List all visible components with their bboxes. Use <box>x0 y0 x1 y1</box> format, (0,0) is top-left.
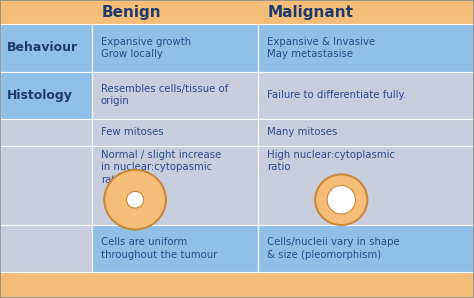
Bar <box>258 119 474 146</box>
Bar <box>0 72 92 119</box>
Bar <box>92 119 258 146</box>
Text: Benign: Benign <box>102 5 162 20</box>
Text: Malignant: Malignant <box>268 5 354 20</box>
Text: High nuclear:cytoplasmic
ratio: High nuclear:cytoplasmic ratio <box>267 150 395 173</box>
Bar <box>92 72 258 119</box>
Bar <box>0 225 92 272</box>
Bar <box>258 146 474 225</box>
Text: Expansive growth
Grow locally: Expansive growth Grow locally <box>101 37 191 59</box>
Text: Expansive & Invasive
May metastasise: Expansive & Invasive May metastasise <box>267 37 375 59</box>
Ellipse shape <box>104 170 166 229</box>
Bar <box>92 225 258 272</box>
Text: Few mitoses: Few mitoses <box>101 127 164 137</box>
Ellipse shape <box>127 191 144 208</box>
Text: Normal / slight increase
in nuclear:cytopasmic
ratio: Normal / slight increase in nuclear:cyto… <box>101 150 221 185</box>
Text: Cells/nucleii vary in shape
& size (pleomorphism): Cells/nucleii vary in shape & size (pleo… <box>267 237 400 260</box>
Text: Behaviour: Behaviour <box>7 41 78 55</box>
Bar <box>92 146 258 225</box>
Bar <box>0 119 92 146</box>
Bar <box>258 24 474 72</box>
Text: Histology: Histology <box>7 89 73 102</box>
Bar <box>258 225 474 272</box>
Bar <box>92 24 258 72</box>
Text: Cells are uniform
throughout the tumour: Cells are uniform throughout the tumour <box>101 237 217 260</box>
Text: Failure to differentiate fully.: Failure to differentiate fully. <box>267 90 406 100</box>
Text: Many mitoses: Many mitoses <box>267 127 337 137</box>
Ellipse shape <box>315 174 367 225</box>
Bar <box>0 24 92 72</box>
Ellipse shape <box>327 185 356 214</box>
Bar <box>0 146 92 225</box>
Bar <box>0 0 474 24</box>
Text: Resembles cells/tissue of
origin: Resembles cells/tissue of origin <box>101 84 228 106</box>
Bar <box>258 72 474 119</box>
